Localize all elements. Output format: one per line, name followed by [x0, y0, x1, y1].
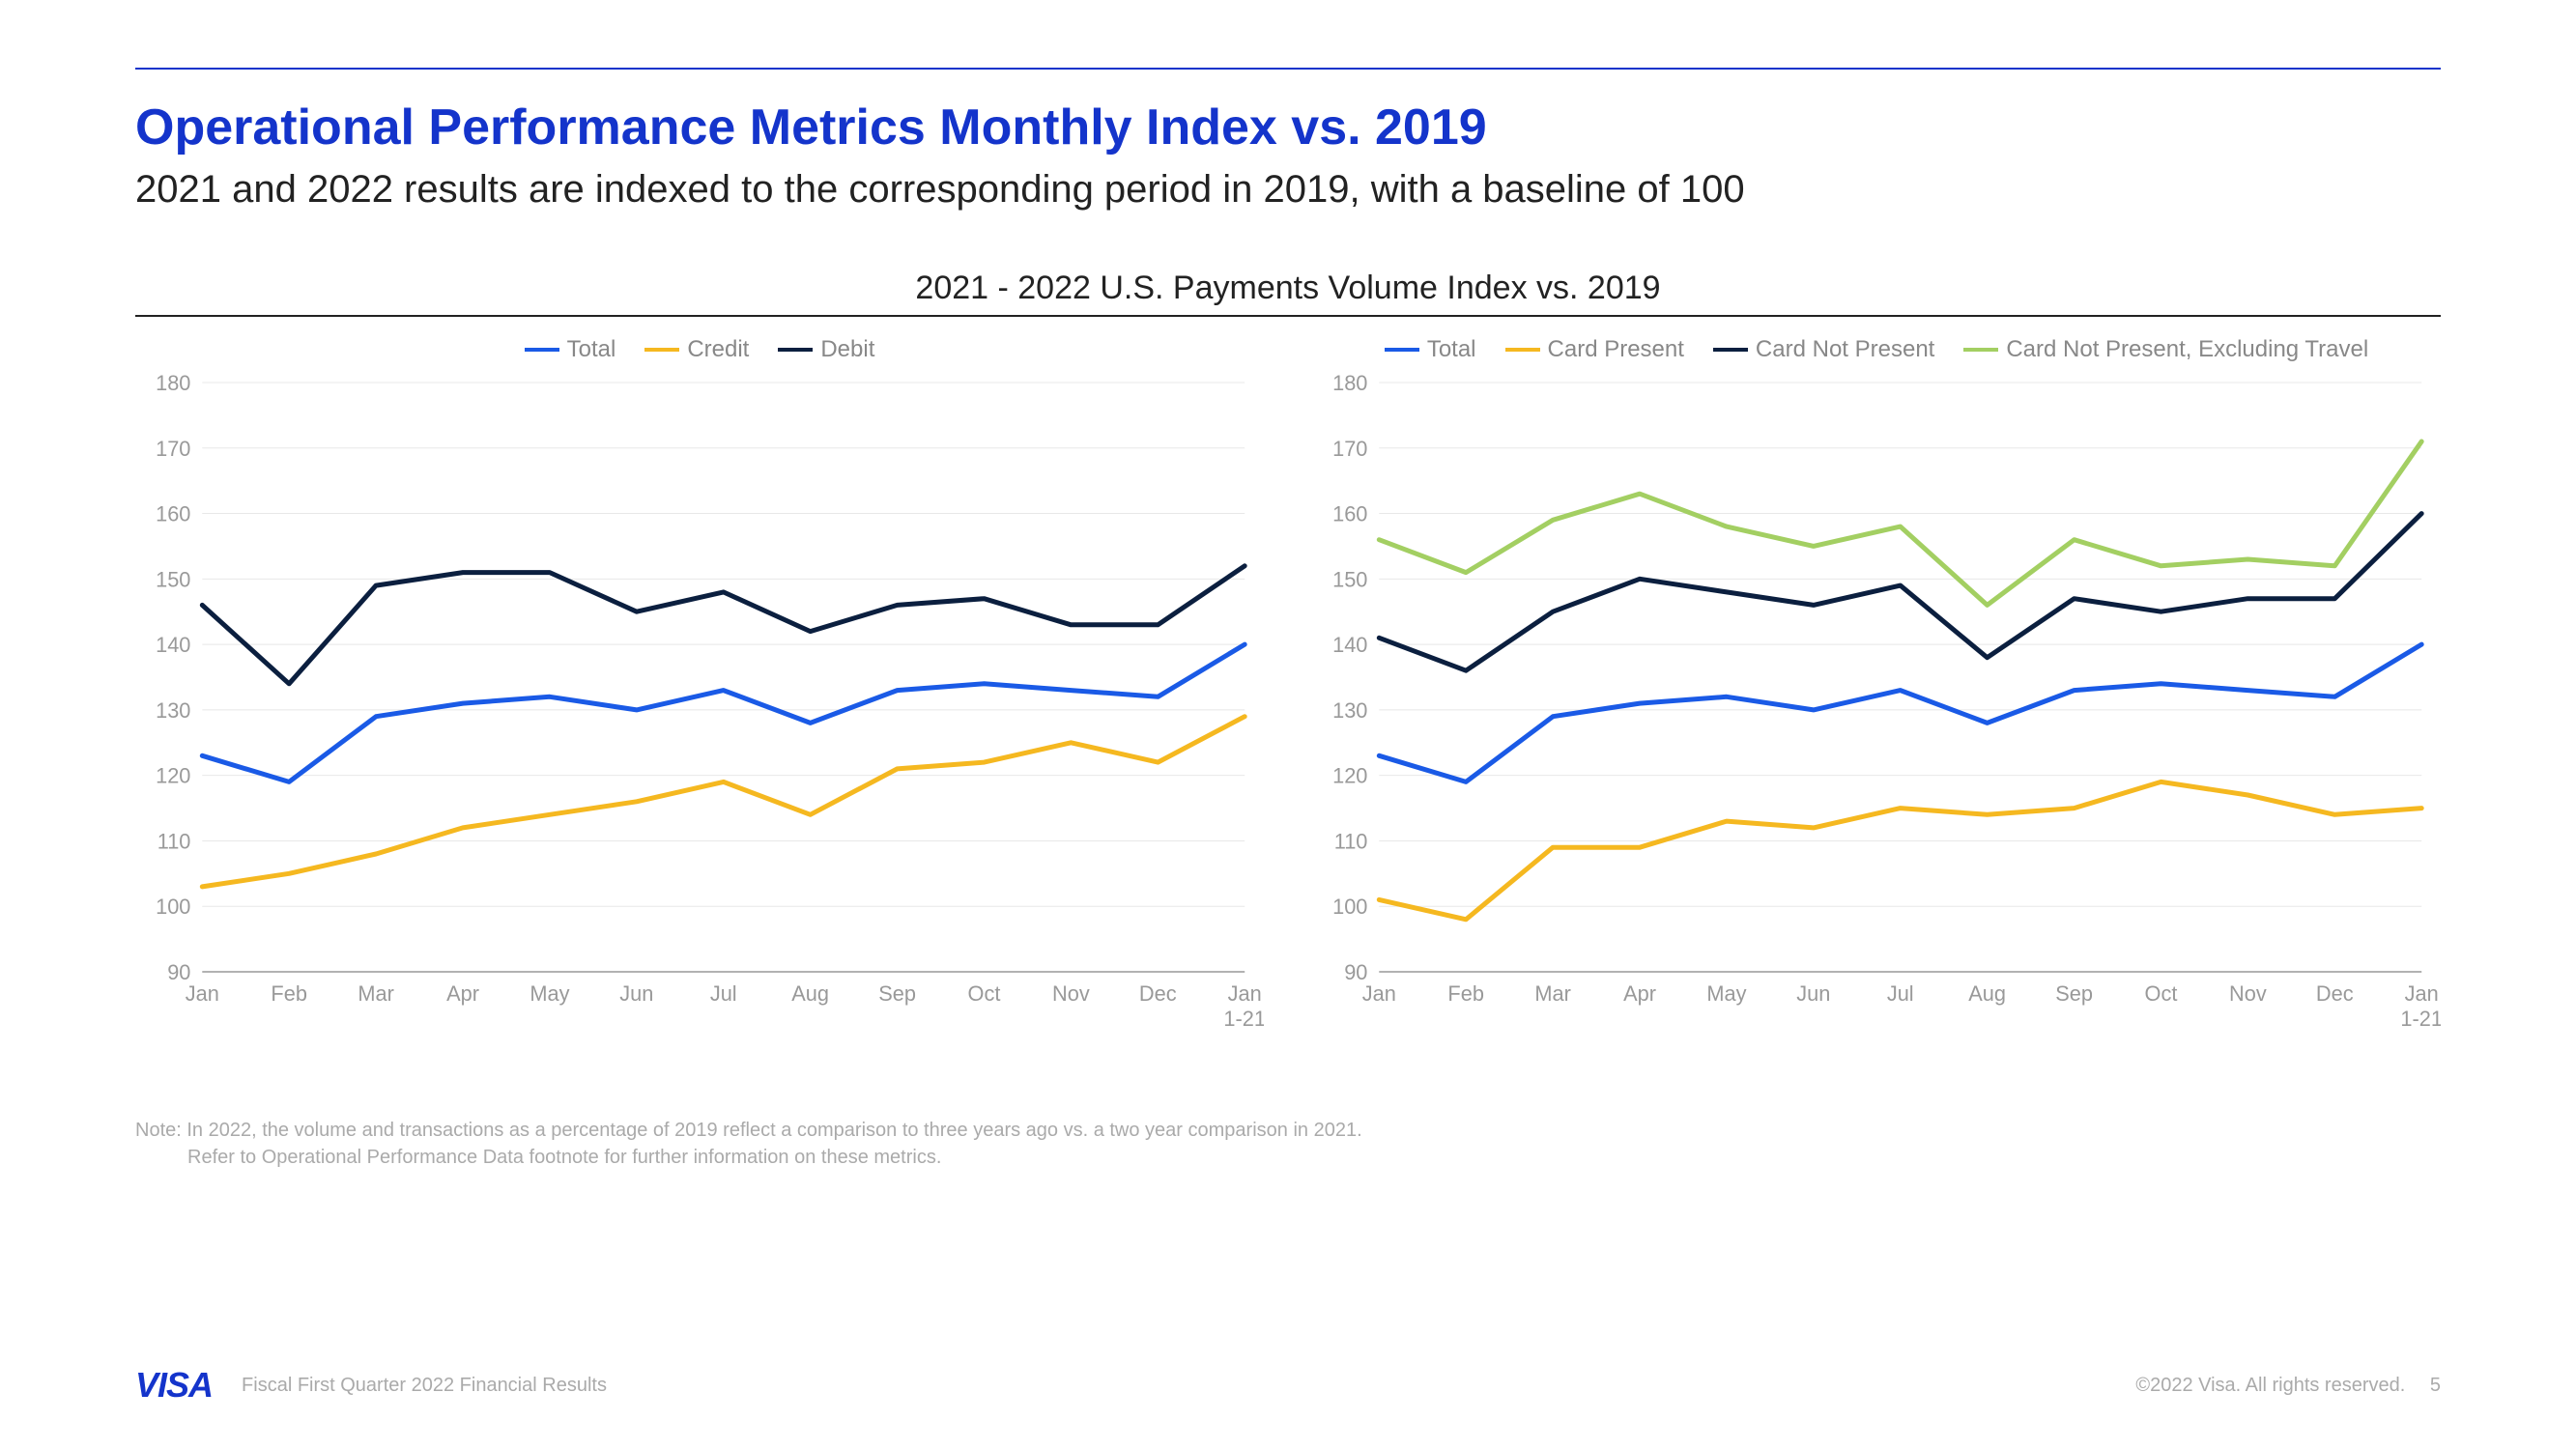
- legend-swatch: [1963, 348, 1998, 352]
- y-tick-label: 100: [1332, 895, 1367, 919]
- x-tick-label: May: [1706, 981, 1746, 1006]
- x-tick-label: Apr: [1623, 981, 1656, 1006]
- x-tick-label: Oct: [2145, 981, 2178, 1006]
- x-tick-label: Aug: [791, 981, 829, 1006]
- y-tick-label: 160: [1332, 501, 1367, 526]
- x-tick-label: Apr: [446, 981, 479, 1006]
- legend-swatch: [644, 348, 679, 352]
- chart-left-legend: Total Credit Debit: [135, 336, 1264, 363]
- chart-section-title: 2021 - 2022 U.S. Payments Volume Index v…: [135, 270, 2441, 307]
- legend-swatch: [525, 348, 559, 352]
- series-line: [1379, 441, 2421, 605]
- chart-right: Total Card Present Card Not Present Card No…: [1312, 336, 2441, 1049]
- series-line: [202, 644, 1245, 781]
- legend-item: Total: [1385, 336, 1476, 363]
- x-tick-label: Aug: [1968, 981, 2006, 1006]
- legend-label: Card Not Present: [1756, 336, 1934, 363]
- legend-item: Card Not Present: [1713, 336, 1934, 363]
- footnote: Note: In 2022, the volume and transactio…: [135, 1117, 2441, 1171]
- legend-label: Card Not Present, Excluding Travel: [2006, 336, 2368, 363]
- x-tick-label: Nov: [2229, 981, 2267, 1006]
- x-tick-label: Jan: [2405, 981, 2439, 1006]
- y-tick-label: 170: [1332, 437, 1367, 461]
- x-tick-label: Jan: [1362, 981, 1396, 1006]
- legend-swatch: [1505, 348, 1540, 352]
- x-tick-label: 1-21: [2400, 1007, 2441, 1031]
- legend-item: Credit: [644, 336, 749, 363]
- series-line: [1379, 514, 2421, 671]
- chart-left: TotalCreditDebit 90100110120130140150160…: [135, 336, 1264, 1049]
- footer-right-text: ©2022 Visa. All rights reserved. 5: [2135, 1375, 2441, 1397]
- x-tick-label: May: [530, 981, 569, 1006]
- series-line: [202, 717, 1245, 887]
- x-tick-label: Mar: [358, 981, 393, 1006]
- y-tick-label: 120: [1332, 764, 1367, 788]
- x-tick-label: Jul: [710, 981, 737, 1006]
- x-tick-label: Feb: [1447, 981, 1484, 1006]
- copyright: ©2022 Visa. All rights reserved.: [2135, 1375, 2405, 1396]
- page-subtitle: 2021 and 2022 results are indexed to the…: [135, 168, 2441, 212]
- y-tick-label: 100: [156, 895, 190, 919]
- legend-swatch: [1713, 348, 1748, 352]
- x-tick-label: Dec: [2316, 981, 2354, 1006]
- series-line: [1379, 781, 2421, 919]
- series-line: [1379, 644, 2421, 781]
- y-tick-label: 130: [156, 698, 190, 723]
- legend-item: Card Not Present, Excluding Travel: [1963, 336, 2368, 363]
- legend-label: Debit: [820, 336, 874, 363]
- y-tick-label: 140: [1332, 633, 1367, 657]
- footer-left-text: Fiscal First Quarter 2022 Financial Resu…: [242, 1375, 2135, 1397]
- x-tick-label: Sep: [2055, 981, 2093, 1006]
- visa-logo: VISA: [135, 1365, 213, 1406]
- chart-right-plot: 90100110120130140150160170180JanFebMarAp…: [1312, 373, 2441, 1049]
- y-tick-label: 180: [156, 373, 190, 395]
- x-tick-label: Oct: [968, 981, 1001, 1006]
- y-tick-label: 140: [156, 633, 190, 657]
- x-tick-label: Nov: [1052, 981, 1090, 1006]
- legend-label: Total: [1427, 336, 1476, 363]
- page-number: 5: [2430, 1375, 2441, 1396]
- footnote-line-2: Refer to Operational Performance Data fo…: [135, 1144, 2441, 1171]
- x-tick-label: 1-21: [1223, 1007, 1264, 1031]
- chart-left-plot: 90100110120130140150160170180JanFebMarAp…: [135, 373, 1264, 1049]
- y-tick-label: 160: [156, 501, 190, 526]
- legend-label: Credit: [687, 336, 749, 363]
- x-tick-label: Feb: [271, 981, 307, 1006]
- y-tick-label: 130: [1332, 698, 1367, 723]
- chart-title-rule: [135, 315, 2441, 317]
- x-tick-label: Jan: [186, 981, 219, 1006]
- legend-swatch: [1385, 348, 1419, 352]
- y-tick-label: 180: [1332, 373, 1367, 395]
- x-tick-label: Dec: [1139, 981, 1177, 1006]
- charts-row: TotalCreditDebit 90100110120130140150160…: [135, 336, 2441, 1049]
- legend-label: Card Present: [1548, 336, 1684, 363]
- legend-swatch: [778, 348, 813, 352]
- x-tick-label: Sep: [878, 981, 916, 1006]
- y-tick-label: 110: [1334, 829, 1368, 853]
- legend-item: Card Present: [1505, 336, 1684, 363]
- page-title: Operational Performance Metrics Monthly …: [135, 99, 2441, 156]
- x-tick-label: Jun: [1796, 981, 1830, 1006]
- x-tick-label: Mar: [1534, 981, 1570, 1006]
- y-tick-label: 170: [156, 437, 190, 461]
- footer: VISA Fiscal First Quarter 2022 Financial…: [135, 1365, 2441, 1406]
- legend-item: Total: [525, 336, 616, 363]
- legend-label: Total: [567, 336, 616, 363]
- footnote-line-1: Note: In 2022, the volume and transactio…: [135, 1117, 2441, 1144]
- y-tick-label: 120: [156, 764, 190, 788]
- x-tick-label: Jul: [1887, 981, 1914, 1006]
- x-tick-label: Jun: [619, 981, 653, 1006]
- y-tick-label: 150: [156, 567, 190, 591]
- legend-item: Debit: [778, 336, 874, 363]
- y-tick-label: 110: [157, 829, 191, 853]
- series-line: [202, 566, 1245, 684]
- chart-right-legend: Total Card Present Card Not Present Card No…: [1312, 336, 2441, 363]
- y-tick-label: 150: [1332, 567, 1367, 591]
- x-tick-label: Jan: [1228, 981, 1262, 1006]
- top-rule: [135, 68, 2441, 70]
